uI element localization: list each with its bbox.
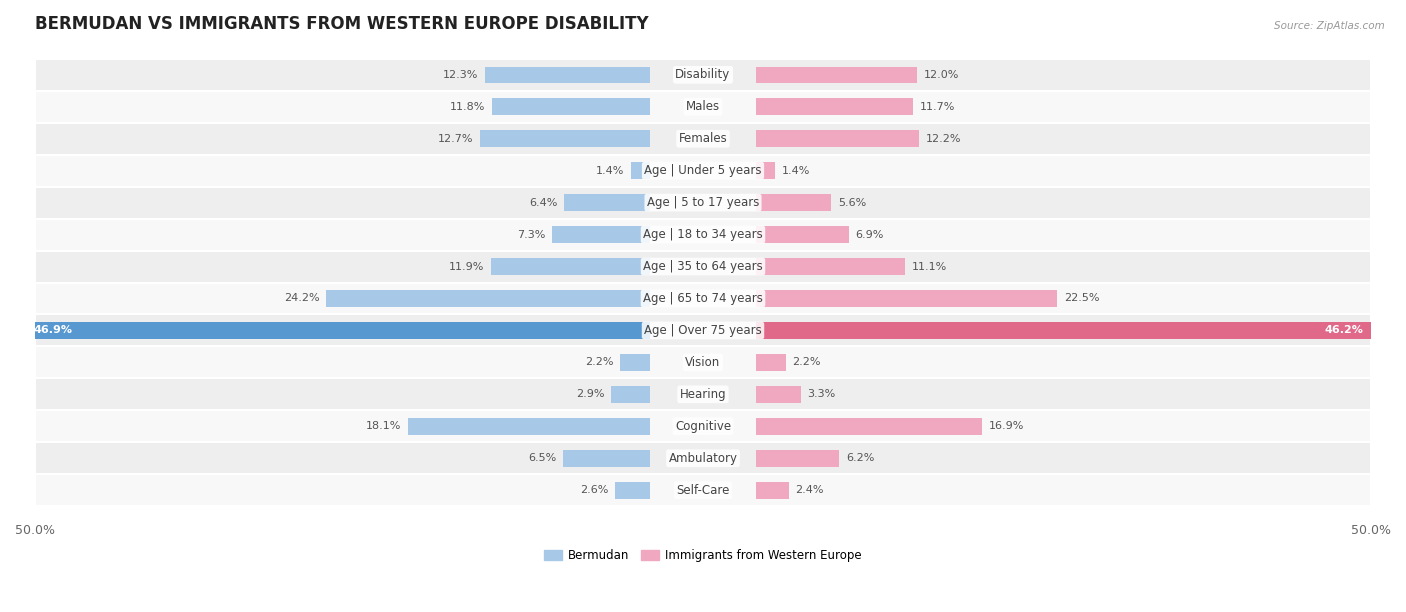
- Bar: [35, 283, 1371, 315]
- Bar: [756, 162, 775, 179]
- Text: 2.4%: 2.4%: [796, 485, 824, 495]
- Text: Hearing: Hearing: [679, 388, 727, 401]
- Text: 11.8%: 11.8%: [450, 102, 485, 112]
- Legend: Bermudan, Immigrants from Western Europe: Bermudan, Immigrants from Western Europe: [540, 544, 866, 567]
- Bar: [756, 130, 920, 147]
- Text: Females: Females: [679, 132, 727, 145]
- Text: Age | Under 5 years: Age | Under 5 years: [644, 164, 762, 177]
- Text: 12.3%: 12.3%: [443, 70, 478, 80]
- Text: 2.6%: 2.6%: [579, 485, 609, 495]
- Bar: [35, 474, 1371, 506]
- Text: 3.3%: 3.3%: [807, 389, 835, 400]
- Bar: [756, 258, 904, 275]
- Text: Source: ZipAtlas.com: Source: ZipAtlas.com: [1274, 21, 1385, 31]
- Bar: [553, 226, 650, 243]
- Bar: [756, 386, 800, 403]
- Bar: [35, 91, 1371, 123]
- Text: 12.0%: 12.0%: [924, 70, 959, 80]
- Bar: [756, 226, 849, 243]
- Text: Age | 18 to 34 years: Age | 18 to 34 years: [643, 228, 763, 241]
- Text: Males: Males: [686, 100, 720, 113]
- Bar: [35, 59, 1371, 91]
- Bar: [614, 482, 650, 499]
- Bar: [35, 346, 1371, 378]
- Bar: [35, 123, 1371, 155]
- Bar: [620, 354, 650, 371]
- Bar: [35, 187, 1371, 218]
- Bar: [564, 195, 650, 211]
- Text: 46.2%: 46.2%: [1324, 326, 1362, 335]
- Text: 1.4%: 1.4%: [596, 166, 624, 176]
- Text: Self-Care: Self-Care: [676, 483, 730, 497]
- Bar: [756, 322, 1374, 339]
- Text: Ambulatory: Ambulatory: [668, 452, 738, 465]
- Bar: [35, 442, 1371, 474]
- Bar: [491, 258, 650, 275]
- Text: 7.3%: 7.3%: [517, 230, 546, 239]
- Text: 18.1%: 18.1%: [366, 421, 401, 431]
- Bar: [756, 195, 831, 211]
- Bar: [756, 354, 786, 371]
- Bar: [756, 67, 917, 83]
- Text: 6.2%: 6.2%: [846, 453, 875, 463]
- Bar: [35, 410, 1371, 442]
- Text: 5.6%: 5.6%: [838, 198, 866, 207]
- Text: 22.5%: 22.5%: [1064, 294, 1099, 304]
- Bar: [408, 418, 650, 435]
- Text: Cognitive: Cognitive: [675, 420, 731, 433]
- Text: Age | 5 to 17 years: Age | 5 to 17 years: [647, 196, 759, 209]
- Bar: [756, 482, 789, 499]
- Bar: [35, 218, 1371, 250]
- Bar: [35, 378, 1371, 410]
- Bar: [35, 155, 1371, 187]
- Text: BERMUDAN VS IMMIGRANTS FROM WESTERN EUROPE DISABILITY: BERMUDAN VS IMMIGRANTS FROM WESTERN EURO…: [35, 15, 648, 33]
- Bar: [610, 386, 650, 403]
- Text: Age | 65 to 74 years: Age | 65 to 74 years: [643, 292, 763, 305]
- Text: Vision: Vision: [685, 356, 721, 369]
- Text: 2.2%: 2.2%: [793, 357, 821, 367]
- Text: Disability: Disability: [675, 69, 731, 81]
- Bar: [22, 322, 650, 339]
- Bar: [562, 450, 650, 466]
- Text: Age | 35 to 64 years: Age | 35 to 64 years: [643, 260, 763, 273]
- Text: 1.4%: 1.4%: [782, 166, 810, 176]
- Bar: [756, 99, 912, 115]
- Text: 12.7%: 12.7%: [437, 134, 474, 144]
- Text: 6.5%: 6.5%: [527, 453, 555, 463]
- Bar: [326, 290, 650, 307]
- Text: 2.9%: 2.9%: [575, 389, 605, 400]
- Bar: [756, 450, 839, 466]
- Text: 11.9%: 11.9%: [449, 261, 484, 272]
- Text: 24.2%: 24.2%: [284, 294, 319, 304]
- Text: 46.9%: 46.9%: [34, 326, 73, 335]
- Bar: [485, 67, 650, 83]
- Bar: [631, 162, 650, 179]
- Text: 12.2%: 12.2%: [927, 134, 962, 144]
- Text: Age | Over 75 years: Age | Over 75 years: [644, 324, 762, 337]
- Bar: [756, 290, 1057, 307]
- Text: 11.1%: 11.1%: [911, 261, 946, 272]
- Bar: [492, 99, 650, 115]
- Bar: [35, 250, 1371, 283]
- Text: 16.9%: 16.9%: [988, 421, 1025, 431]
- Bar: [479, 130, 650, 147]
- Text: 6.9%: 6.9%: [855, 230, 884, 239]
- Text: 11.7%: 11.7%: [920, 102, 955, 112]
- Text: 6.4%: 6.4%: [529, 198, 557, 207]
- Text: 2.2%: 2.2%: [585, 357, 613, 367]
- Bar: [35, 315, 1371, 346]
- Bar: [756, 418, 983, 435]
